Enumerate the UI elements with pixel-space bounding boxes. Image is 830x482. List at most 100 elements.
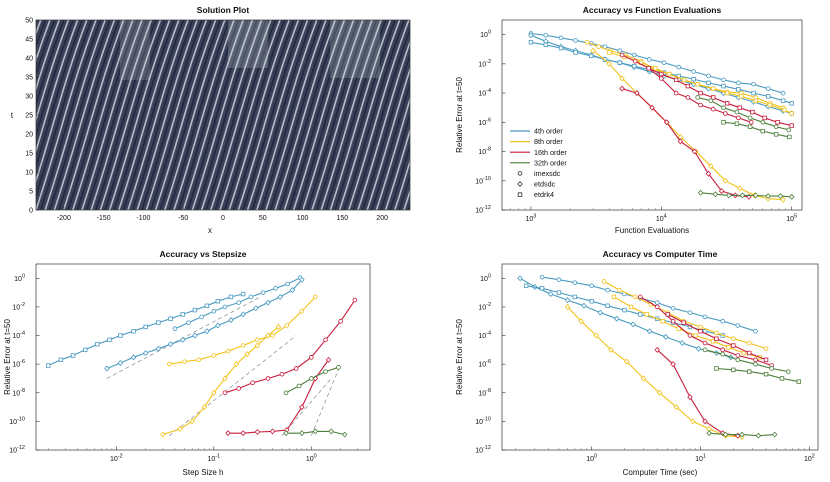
evals-point-circle xyxy=(691,69,696,74)
evals-ytick-label: 10-10 xyxy=(475,176,491,186)
evals-point-square xyxy=(724,101,730,106)
time-point-diamond xyxy=(720,430,726,437)
stepsize-point-diamond xyxy=(104,365,110,372)
time-series-line xyxy=(542,276,756,332)
wave-stripe xyxy=(380,112,410,210)
wave-stripe xyxy=(237,20,300,210)
evals-ylabel: Relative Error at t=50 xyxy=(455,77,464,153)
wave-stripe xyxy=(44,20,106,210)
time-point-diamond xyxy=(722,431,729,438)
evals-point-diamond xyxy=(712,191,719,198)
time-point-circle xyxy=(617,287,622,293)
heatmap-xtick-label: 50 xyxy=(259,215,267,222)
stepsize-point-circle xyxy=(236,300,242,305)
wave-stripe xyxy=(141,20,203,210)
heatmap-ylabel: t xyxy=(11,111,14,120)
evals-point-square xyxy=(789,101,794,106)
time-point-square xyxy=(572,294,578,300)
accuracy-vs-evals-chart: Accuracy vs Function Evaluations 103 104 1… xyxy=(455,5,803,235)
time-chart-title: Accuracy vs Computer Time xyxy=(603,249,718,259)
evals-point-circle xyxy=(632,58,638,64)
stepsize-point-circle xyxy=(352,297,358,303)
stepsize-ytick-label: 10-8 xyxy=(12,388,25,398)
stepsize-point-diamond xyxy=(189,418,195,425)
evals-point-circle xyxy=(721,77,726,83)
time-point-diamond xyxy=(624,358,630,365)
time-point-circle xyxy=(687,310,693,315)
wave-stripe xyxy=(36,20,93,199)
time-point-circle xyxy=(654,300,660,305)
stepsize-point-diamond xyxy=(155,345,162,352)
stepsize-point-square xyxy=(58,357,64,363)
heatmap-ytick-label: 30 xyxy=(25,94,33,101)
wave-stripe xyxy=(76,20,139,210)
time-point-square xyxy=(747,369,752,374)
stepsize-point-square xyxy=(70,353,76,358)
wave-stripe xyxy=(127,20,189,210)
time-point-diamond xyxy=(640,375,647,382)
evals-series-line xyxy=(592,50,784,201)
stepsize-point-diamond xyxy=(130,354,137,361)
stepsize-point-circle xyxy=(338,318,343,324)
evals-point-square xyxy=(765,94,771,99)
evals-point-circle xyxy=(573,38,578,43)
evals-ytick-label: 100 xyxy=(480,30,491,40)
evals-point-square xyxy=(698,90,703,96)
stepsize-point-circle xyxy=(285,281,290,287)
time-series-line xyxy=(613,296,760,358)
evals-point-circle xyxy=(748,120,754,125)
time-ytick-label: 10-2 xyxy=(478,302,491,312)
legend-label: 16th order xyxy=(534,148,567,157)
evals-point-square xyxy=(682,77,687,83)
wave-stripe xyxy=(36,20,97,210)
stepsize-point-diamond xyxy=(177,425,183,432)
time-point-diamond xyxy=(597,309,604,316)
stepsize-point-diamond xyxy=(254,429,261,436)
stepsize-point-circle xyxy=(296,383,302,389)
wave-stripe xyxy=(36,20,88,184)
evals-point-square xyxy=(737,105,742,110)
wave-stripe xyxy=(338,20,401,210)
time-series-line xyxy=(704,349,789,373)
evals-point-circle xyxy=(647,57,652,62)
time-point-diamond xyxy=(687,394,693,401)
time-xlabel: Computer Time (sec) xyxy=(623,468,698,477)
wave-stripe xyxy=(422,20,482,210)
stepsize-point-square xyxy=(107,337,112,343)
wave-stripe xyxy=(219,20,281,210)
stepsize-point-square xyxy=(215,299,221,304)
time-ylabel: Relative Error at t=50 xyxy=(455,319,464,395)
time-point-circle xyxy=(539,274,545,280)
heatmap-xtick-label: 150 xyxy=(337,215,349,222)
time-point-diamond xyxy=(581,302,587,309)
wave-stripe xyxy=(58,20,120,210)
evals-point-diamond xyxy=(649,104,655,111)
time-point-diamond xyxy=(564,297,571,304)
evals-point-diamond xyxy=(606,60,613,67)
time-ytick-label: 10-10 xyxy=(475,416,491,426)
wave-stripe xyxy=(205,20,267,210)
stepsize-point-circle xyxy=(255,337,260,343)
evals-point-square xyxy=(646,66,651,71)
legend-point-circle xyxy=(517,171,523,176)
stepsize-point-diamond xyxy=(325,356,332,363)
evals-point-diamond xyxy=(677,138,684,145)
wave-stripe xyxy=(283,20,346,210)
stepsize-point-diamond xyxy=(283,430,289,437)
wave-stripe xyxy=(177,20,240,210)
stepsize-point-diamond xyxy=(215,322,221,329)
evals-point-diamond xyxy=(737,185,743,192)
wave-stripe xyxy=(352,26,410,210)
evals-point-square xyxy=(775,120,780,125)
time-point-square xyxy=(796,379,802,384)
stepsize-point-diamond xyxy=(160,431,166,438)
wave-stripe xyxy=(36,20,56,77)
stepsize-xlabel: Step Size h xyxy=(183,468,224,477)
legend-point-square xyxy=(517,192,523,197)
evals-point-square xyxy=(695,82,700,87)
stepsize-point-square xyxy=(83,347,88,353)
time-point-circle xyxy=(654,304,660,310)
time-series-line xyxy=(519,277,732,358)
evals-point-circle xyxy=(780,90,786,96)
